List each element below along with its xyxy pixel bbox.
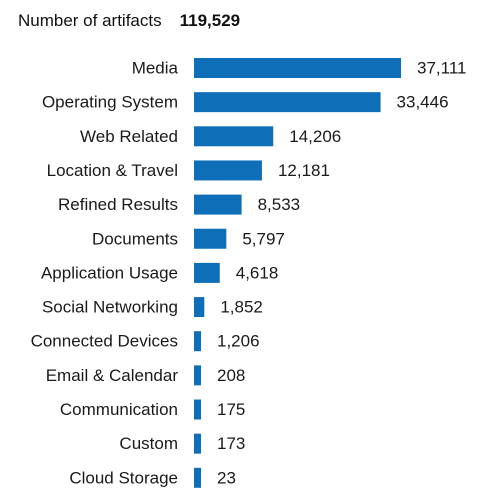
category-label: Location & Travel [47,161,178,180]
value-label: 12,181 [278,161,330,180]
value-label: 5,797 [242,229,285,248]
bar [194,331,201,352]
category-label: Social Networking [42,298,178,317]
value-label: 175 [217,400,245,419]
value-label: 1,852 [220,298,263,317]
category-label: Communication [60,400,178,419]
artifact-count-total: 119,529 [179,11,241,30]
value-label: 8,533 [258,195,301,214]
category-label: Custom [119,434,178,453]
bar [194,160,262,181]
category-label: Application Usage [41,263,178,282]
value-label: 37,111 [417,59,466,78]
bar [194,194,242,215]
bar [194,433,201,454]
value-label: 1,206 [217,332,260,351]
bar [194,126,274,147]
artifact-count-label: Number of artifacts [18,11,162,30]
value-label: 4,618 [236,263,279,282]
value-label: 173 [217,434,245,453]
category-label: Refined Results [58,195,178,214]
category-label: Web Related [80,127,178,146]
value-label: 33,446 [397,93,449,112]
category-label: Documents [92,229,178,248]
value-label: 208 [217,366,245,385]
category-label: Connected Devices [31,332,178,351]
bar [194,58,401,78]
category-label: Email & Calendar [46,366,179,385]
bar [194,297,205,318]
bar [194,228,227,249]
category-label: Operating System [42,93,178,112]
bar [194,92,381,113]
chart-header: Number of artifacts 119,529 [18,9,240,33]
value-label: 23 [217,468,236,487]
value-label: 14,206 [289,127,341,146]
bar [194,365,201,386]
bar [194,467,201,488]
bar [194,262,220,283]
category-label: Media [132,59,179,78]
category-label: Cloud Storage [69,468,178,487]
bar [194,399,201,420]
